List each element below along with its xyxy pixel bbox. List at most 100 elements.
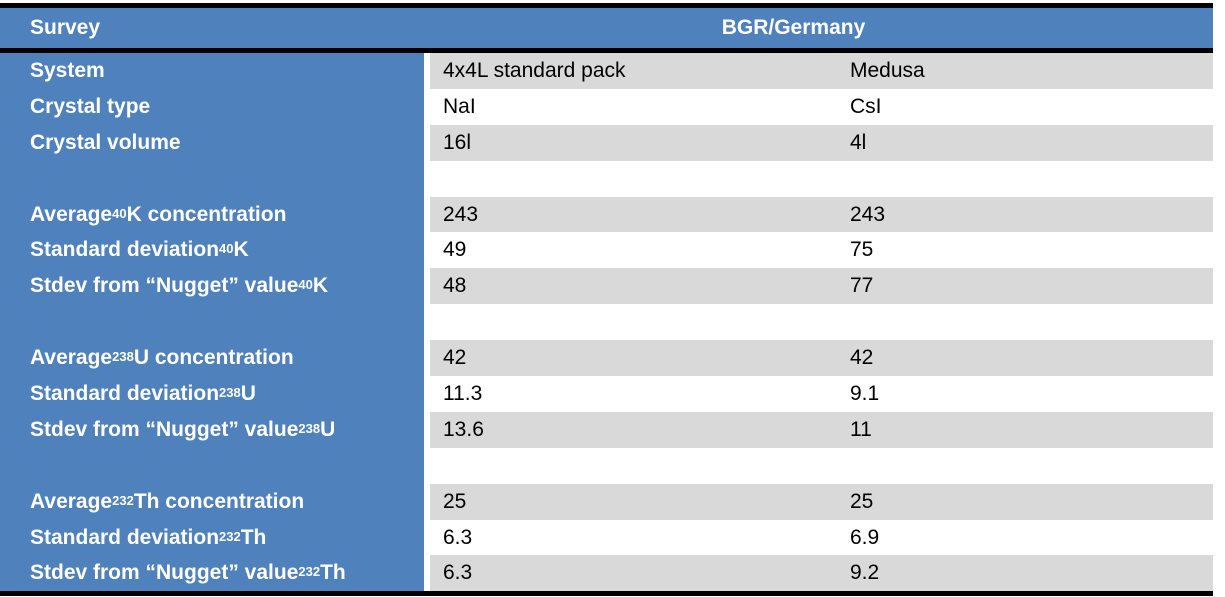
col2-value: Medusa — [850, 58, 925, 82]
col2-value: 9.2 — [850, 561, 880, 585]
column-gutter — [424, 555, 430, 592]
row-label-cell: Crystal volume — [0, 124, 424, 161]
table-row: Crystal type NaI CsI — [0, 88, 1213, 125]
row-label-suffix: K concentration — [126, 202, 287, 226]
col1-value: 6.3 — [443, 561, 473, 585]
comparison-table: Survey BGR/Germany System 4x4L standard … — [0, 3, 1213, 597]
col2-value: 77 — [850, 274, 874, 298]
column-gutter — [424, 160, 430, 197]
col1-value: NaI — [443, 94, 476, 118]
row-label-suffix: Th concentration — [133, 489, 305, 513]
row-label-cell: Stdev from “Nugget” value 232 Th — [0, 555, 424, 592]
column-gutter — [424, 232, 430, 269]
row-label-text: Stdev from “Nugget” value — [30, 274, 299, 298]
col2-value: 6.9 — [850, 525, 880, 549]
row-label-text: Standard deviation — [30, 381, 220, 405]
row-label-suffix: U — [320, 417, 336, 441]
row-label-cell — [0, 160, 424, 197]
row-data-cell: 25 25 — [430, 483, 1213, 520]
row-label-text: Standard deviation — [30, 525, 220, 549]
group-header-cell: BGR/Germany — [721, 16, 866, 39]
row-label-cell: Average 40 K concentration — [0, 196, 424, 233]
row-label-cell: Standard deviation 232 Th — [0, 519, 424, 556]
col2-value: 243 — [850, 202, 886, 226]
column-gutter — [424, 376, 430, 412]
row-data-cell — [430, 304, 1213, 341]
row-label-text: Stdev from “Nugget” value — [30, 561, 299, 585]
column-gutter — [424, 340, 430, 377]
table-row — [0, 447, 1213, 484]
col2-value: CsI — [850, 94, 882, 118]
col2-value: 42 — [850, 346, 874, 370]
header-separator — [0, 48, 1213, 53]
table-row: Stdev from “Nugget” value 40 K 48 77 — [0, 268, 1213, 305]
row-label-cell — [0, 447, 424, 484]
column-gutter — [424, 88, 430, 125]
column-gutter — [424, 483, 430, 520]
table-row: Average 232 Th concentration 25 25 — [0, 483, 1213, 520]
row-label-suffix: Th — [320, 561, 346, 585]
row-label-text: Average — [30, 489, 113, 513]
column-gutter — [424, 519, 430, 556]
col1-value: 13.6 — [443, 417, 484, 441]
column-gutter — [424, 268, 430, 305]
table-row: Stdev from “Nugget” value 238 U 13.6 11 — [0, 411, 1213, 448]
col1-value: 25 — [443, 489, 467, 513]
table-row: Standard deviation 232 Th 6.3 6.9 — [0, 519, 1213, 556]
row-label-text: Crystal type — [30, 94, 151, 118]
row-label-cell: Standard deviation 238 U — [0, 376, 424, 412]
column-gutter — [424, 304, 430, 341]
row-label-suffix: U concentration — [133, 346, 294, 370]
col1-value: 48 — [443, 274, 467, 298]
row-data-cell: 49 75 — [430, 232, 1213, 269]
row-label-cell: Stdev from “Nugget” value 40 K — [0, 268, 424, 305]
col2-value: 75 — [850, 238, 874, 262]
row-label-text: Standard deviation — [30, 238, 220, 262]
table-row: Average 40 K concentration 243 243 — [0, 196, 1213, 233]
row-label-suffix: K — [233, 238, 249, 262]
row-label-cell: Average 238 U concentration — [0, 340, 424, 377]
row-label-text: Average — [30, 346, 113, 370]
col1-value: 49 — [443, 238, 467, 262]
row-data-cell: 42 42 — [430, 340, 1213, 377]
col1-value: 4x4L standard pack — [443, 58, 626, 82]
table-bottom-border — [0, 591, 1213, 597]
row-data-cell: 13.6 11 — [430, 411, 1213, 448]
col2-value: 25 — [850, 489, 874, 513]
row-label-text: Crystal volume — [30, 130, 181, 154]
row-label-suffix: Th — [240, 525, 267, 549]
row-label-suffix: U — [240, 381, 256, 405]
col2-value: 11 — [850, 417, 872, 441]
row-label-text: System — [30, 58, 105, 82]
table-row: Standard deviation 40 K 49 75 — [0, 232, 1213, 269]
row-data-cell: 6.3 9.2 — [430, 555, 1213, 592]
row-data-cell — [430, 160, 1213, 197]
row-data-cell: 4x4L standard pack Medusa — [430, 53, 1213, 89]
row-data-cell: 6.3 6.9 — [430, 519, 1213, 556]
column-gutter — [424, 447, 430, 484]
row-label-cell — [0, 304, 424, 341]
col1-value: 42 — [443, 346, 467, 370]
row-label-text: Stdev from “Nugget” value — [30, 417, 299, 441]
col1-value: 11.3 — [443, 381, 483, 405]
row-data-cell — [430, 447, 1213, 484]
table-row — [0, 304, 1213, 341]
row-label-cell: Crystal type — [0, 88, 424, 125]
table-row: Crystal volume 16l 4l — [0, 124, 1213, 161]
row-data-cell: 48 77 — [430, 268, 1213, 305]
table-row: Standard deviation 238 U 11.3 9.1 — [0, 376, 1213, 412]
column-gutter — [424, 196, 430, 233]
row-label-cell: Stdev from “Nugget” value 238 U — [0, 411, 424, 448]
col1-value: 6.3 — [443, 525, 473, 549]
column-gutter — [424, 53, 430, 89]
row-label-cell: Average 232 Th concentration — [0, 483, 424, 520]
table-row: Stdev from “Nugget” value 232 Th 6.3 9.2 — [0, 555, 1213, 592]
col1-value: 16l — [443, 130, 472, 154]
column-gutter — [424, 411, 430, 448]
table-top-border — [0, 3, 1213, 8]
row-label-text: Average — [30, 202, 113, 226]
column-gutter — [424, 124, 430, 161]
table-row: System 4x4L standard pack Medusa — [0, 53, 1213, 89]
row-data-cell: 243 243 — [430, 196, 1213, 233]
col2-value: 4l — [850, 130, 867, 154]
